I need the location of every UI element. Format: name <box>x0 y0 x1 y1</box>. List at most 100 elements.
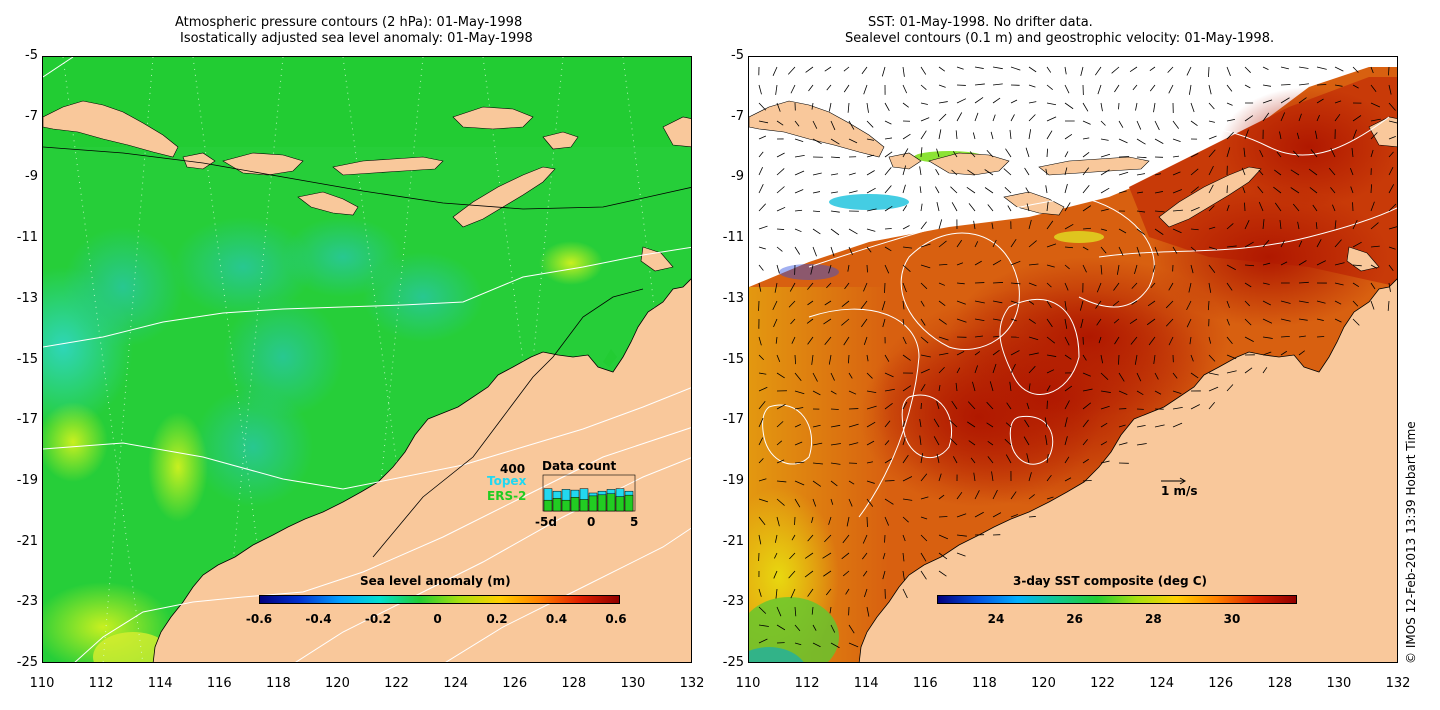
sea-level-contour <box>43 146 691 558</box>
velocity-arrow <box>992 512 1002 518</box>
velocity-arrow <box>1134 354 1138 365</box>
velocity-arrow <box>1290 187 1300 194</box>
velocity-arrow <box>1100 102 1103 112</box>
velocity-arrow <box>956 318 967 323</box>
velocity-arrow <box>774 552 778 559</box>
velocity-arrow <box>1226 282 1233 291</box>
data-count-xtick-mid: 0 <box>587 515 596 529</box>
velocity-arrow <box>1226 370 1237 374</box>
velocity-arrow <box>1149 66 1156 72</box>
velocity-arrow <box>861 318 868 328</box>
velocity-arrow <box>830 424 841 428</box>
velocity-arrow <box>1024 167 1030 176</box>
velocity-arrow <box>902 184 906 194</box>
velocity-arrow <box>1064 66 1067 75</box>
velocity-arrow <box>1370 282 1376 290</box>
velocity-arrow <box>758 151 764 158</box>
velocity-arrow <box>974 300 985 304</box>
ers2-count-bar <box>606 493 616 512</box>
velocity-arrow <box>1226 223 1234 230</box>
velocity-arrow <box>920 496 929 500</box>
velocity-arrow <box>848 172 856 176</box>
velocity-arrow <box>1046 66 1052 73</box>
velocity-arrow <box>1262 282 1270 285</box>
velocity-arrow <box>920 534 928 542</box>
velocity-arrow <box>758 282 762 292</box>
velocity-arrow <box>812 462 823 465</box>
velocity-arrow <box>1082 246 1089 251</box>
velocity-arrow <box>1190 264 1194 274</box>
velocity-arrow <box>775 588 778 599</box>
velocity-arrow <box>1334 262 1345 266</box>
velocity-arrow <box>992 66 1003 70</box>
velocity-arrow <box>1010 282 1021 285</box>
velocity-arrow <box>920 117 930 122</box>
velocity-arrow <box>812 210 821 213</box>
velocity-arrow <box>866 606 870 617</box>
velocity-arrow <box>1046 148 1048 158</box>
velocity-arrow <box>1149 84 1156 92</box>
velocity-arrow <box>842 570 850 577</box>
velocity-arrow <box>938 129 942 140</box>
velocity-arrow <box>866 228 876 232</box>
velocity-arrow <box>902 588 908 599</box>
velocity-arrow <box>1064 223 1074 230</box>
velocity-arrow <box>902 336 907 345</box>
velocity-arrow <box>1352 66 1359 73</box>
sumba-island <box>297 191 359 216</box>
velocity-arrow <box>1334 239 1342 248</box>
velocity-arrow <box>992 282 1004 284</box>
velocity-arrow <box>1273 186 1282 194</box>
velocity-arrow <box>1097 84 1102 95</box>
velocity-arrow <box>938 219 943 230</box>
velocity-arrow <box>1010 514 1018 518</box>
velocity-arrow <box>902 318 905 326</box>
velocity-arrow <box>866 440 875 446</box>
velocity-arrow <box>1352 115 1362 122</box>
velocity-arrow <box>830 246 835 257</box>
velocity-arrow <box>1226 336 1233 345</box>
velocity-arrow <box>794 441 803 446</box>
velocity-arrow <box>1082 167 1090 176</box>
velocity-arrow <box>1136 120 1142 130</box>
velocity-arrow <box>1244 66 1251 73</box>
velocity-arrow <box>776 186 785 194</box>
velocity-arrow <box>794 189 804 194</box>
velocity-arrow <box>920 203 923 212</box>
velocity-arrow <box>812 390 821 396</box>
velocity-arrow <box>1136 156 1147 159</box>
y-tick--19: -19 <box>16 472 38 488</box>
velocity-arrow <box>902 516 909 523</box>
velocity-arrow <box>984 169 994 176</box>
velocity-arrow <box>830 173 839 176</box>
velocity-arrow <box>1274 169 1282 176</box>
velocity-arrow <box>794 642 802 646</box>
velocity-arrow <box>1172 228 1182 234</box>
velocity-arrow <box>830 120 836 131</box>
velocity-arrow <box>758 354 765 361</box>
velocity-arrow <box>1262 318 1273 324</box>
velocity-arrow <box>758 372 767 375</box>
velocity-arrow <box>1190 404 1200 410</box>
velocity-arrow <box>1082 264 1087 273</box>
velocity-arrow <box>1274 202 1282 212</box>
velocity-arrow <box>1154 228 1164 235</box>
velocity-arrow <box>848 624 855 634</box>
ers2-count-bar <box>624 494 634 512</box>
velocity-arrow <box>992 349 1000 356</box>
velocity-arrow <box>863 282 868 292</box>
velocity-arrow <box>824 336 832 345</box>
velocity-arrow <box>844 282 850 290</box>
velocity-arrow <box>1334 300 1342 305</box>
velocity-arrow <box>758 478 767 482</box>
velocity-arrow <box>1208 205 1215 212</box>
velocity-arrow <box>1079 300 1084 311</box>
velocity-arrow <box>1226 147 1231 158</box>
velocity-arrow <box>794 424 801 428</box>
velocity-arrow <box>1028 318 1036 324</box>
velocity-arrow <box>1262 239 1270 248</box>
velocity-arrow <box>848 228 858 235</box>
velocity-arrow <box>902 454 909 464</box>
velocity-arrow <box>956 112 963 122</box>
velocity-arrow <box>1082 372 1091 377</box>
